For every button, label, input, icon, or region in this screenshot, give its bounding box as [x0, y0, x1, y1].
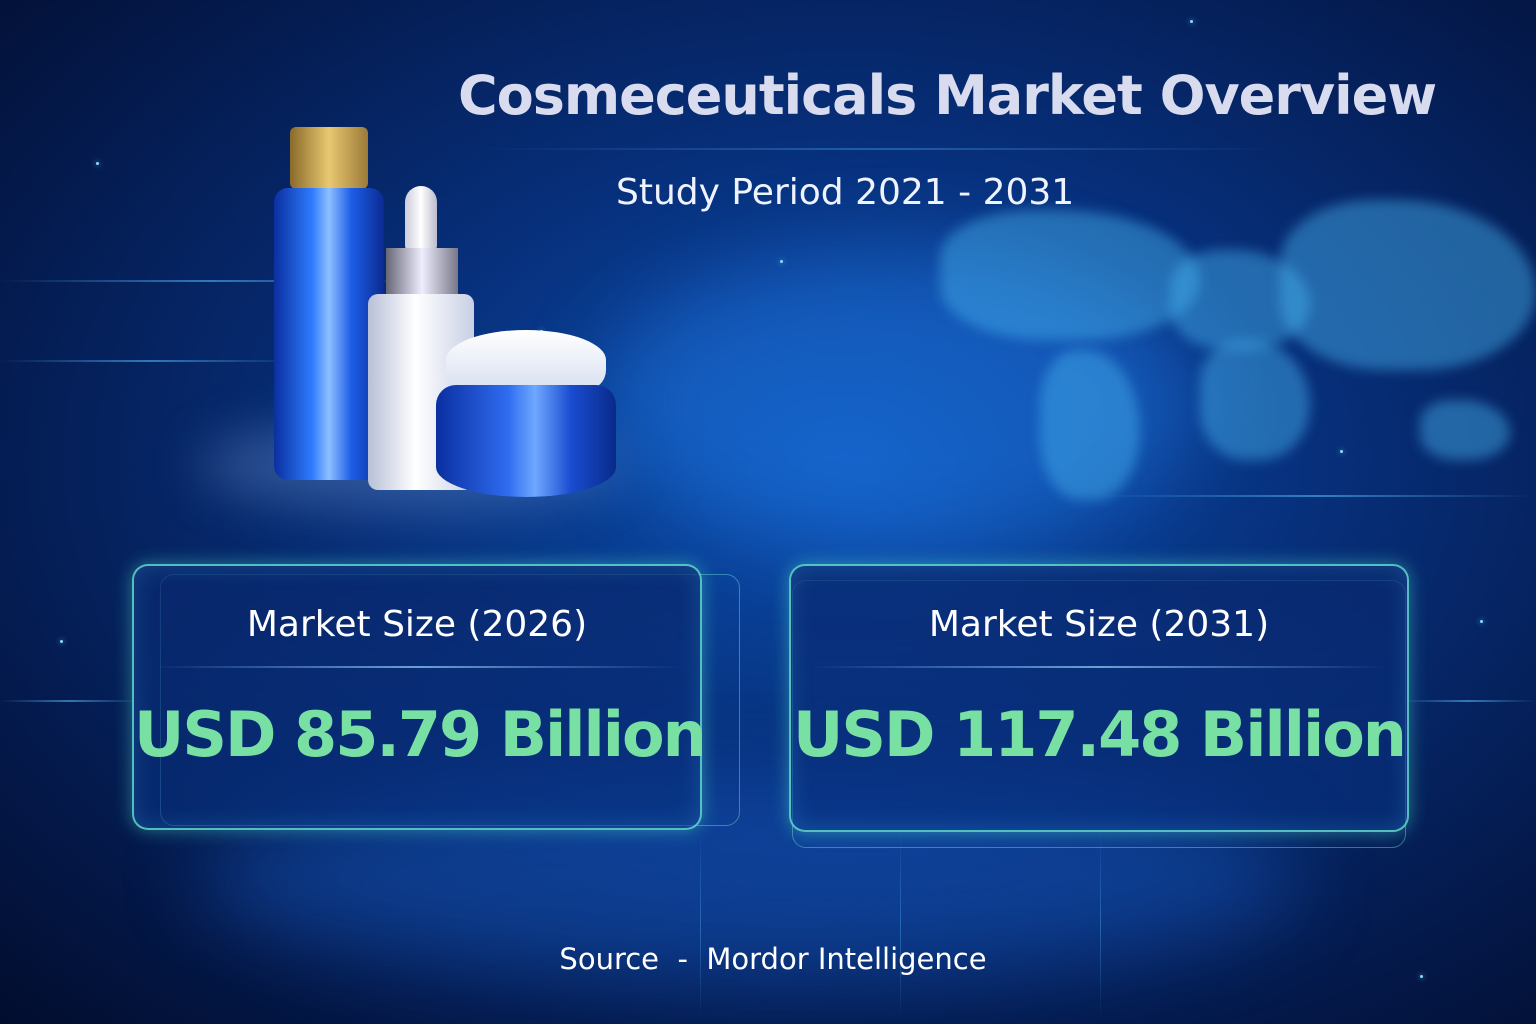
dropper-bottle	[405, 186, 437, 250]
market-size-card-2031: Market Size (2031) USD 117.48 Billion	[789, 564, 1409, 832]
tall-bottle	[290, 127, 368, 189]
cream-jar	[446, 330, 606, 390]
card-divider	[811, 666, 1387, 668]
page-subtitle: Study Period 2021 - 2031	[616, 172, 1075, 213]
card-label: Market Size (2026)	[246, 604, 588, 645]
card-value: USD 117.48 Billion	[793, 698, 1407, 771]
world-map	[900, 190, 1536, 510]
source-note: Source - Mordor Intelligence	[559, 942, 987, 976]
page-title: Cosmeceuticals Market Overview	[458, 64, 1437, 127]
card-value: USD 85.79 Billion	[134, 698, 707, 771]
card-label: Market Size (2031)	[928, 604, 1270, 645]
market-size-card-2026: Market Size (2026) USD 85.79 Billion	[132, 564, 707, 830]
card-divider	[154, 666, 680, 668]
